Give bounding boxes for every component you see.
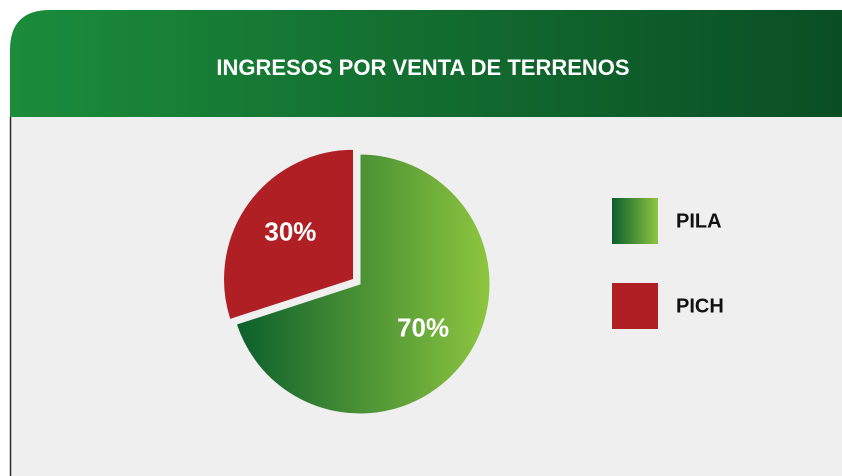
card-header xyxy=(10,10,842,117)
pie-slice xyxy=(235,153,491,415)
legend-label: PILA xyxy=(676,210,722,232)
chart-title: INGRESOS POR VENTA DE TERRENOS xyxy=(216,55,629,80)
pie-slice xyxy=(223,148,355,321)
card xyxy=(10,10,842,476)
legend-label: PICH xyxy=(676,295,724,317)
data-label: 30% xyxy=(264,216,316,246)
legend-swatch xyxy=(612,283,658,329)
legend-swatch xyxy=(612,198,658,244)
data-label: 70% xyxy=(397,313,449,343)
